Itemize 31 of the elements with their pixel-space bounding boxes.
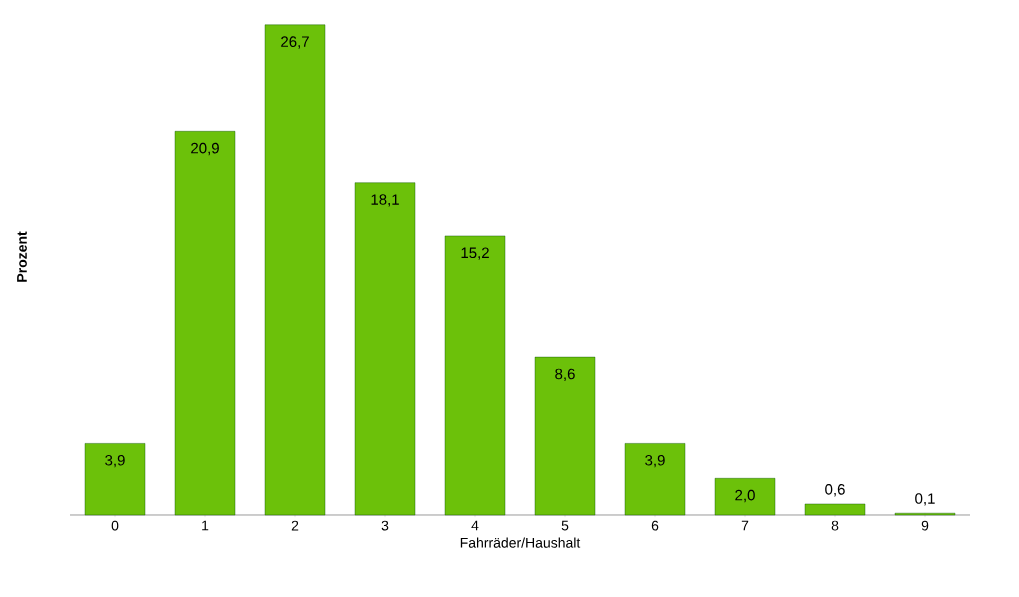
y-axis-title: Prozent [17,231,27,282]
bar [534,356,596,516]
data-label: 3,9 [105,454,125,468]
x-tick-label: 5 [561,520,569,531]
x-tick-label: 8 [831,520,839,531]
data-label: 26,7 [281,36,309,49]
data-label: 18,1 [371,194,399,207]
bar [84,443,146,516]
x-axis-title: Fahrräder/Haushalt [460,537,581,548]
bar [174,131,236,516]
x-tick-label: 4 [471,520,479,531]
x-tick-label: 0 [111,520,119,531]
data-label: 20,9 [191,142,219,156]
x-tick-label: 9 [921,520,929,531]
bar [444,235,506,516]
x-tick-label: 6 [651,520,659,531]
x-tick-label: 7 [741,520,749,531]
data-label: 0,6 [825,484,845,497]
bar [264,24,326,516]
bar [624,443,686,516]
data-label: 15,2 [461,247,489,260]
x-tick-label: 1 [202,520,209,531]
data-label: 8,6 [555,368,575,382]
bar [804,503,866,516]
data-label: 2,0 [735,489,755,503]
bar [354,182,416,516]
x-tick-label: 3 [381,520,389,531]
data-label: 3,9 [645,454,665,468]
data-label: 0,1 [915,493,935,506]
bar [714,478,776,516]
x-tick-label: 2 [291,520,299,531]
